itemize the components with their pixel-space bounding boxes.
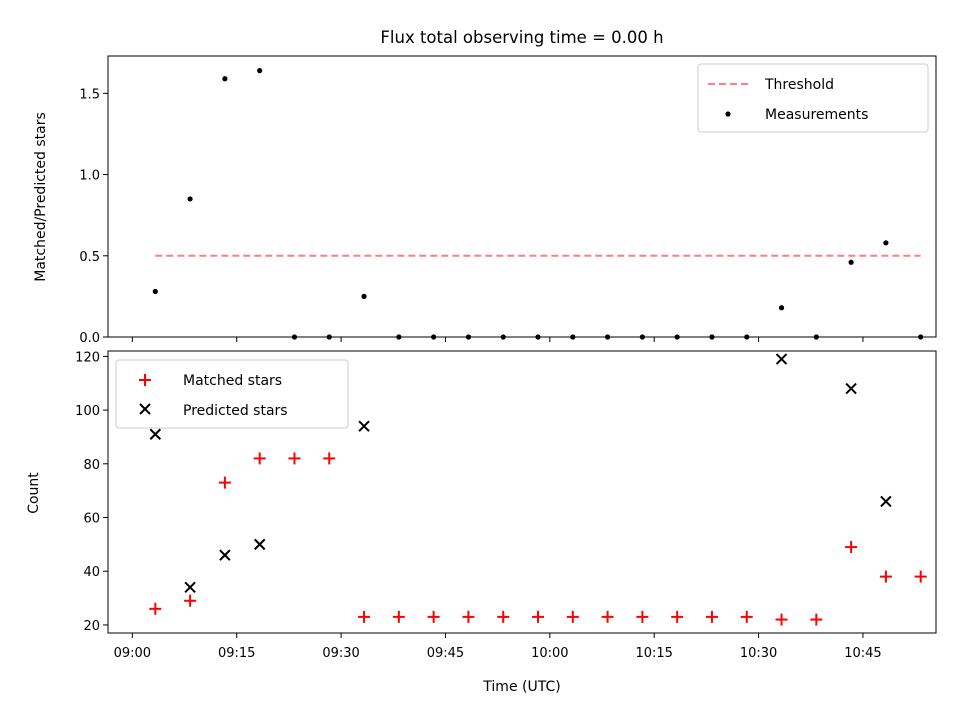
matched-stars-point	[705, 610, 718, 623]
y-tick-label: 100	[75, 404, 100, 419]
x-tick-label: 09:15	[218, 646, 255, 661]
predicted-legend-label: Predicted stars	[183, 403, 288, 419]
measurement-point	[152, 288, 158, 295]
bottom-panel-legend: Matched stars Predicted stars	[115, 359, 349, 429]
y-tick-label: 1.5	[79, 87, 100, 102]
matched-stars-point	[740, 610, 753, 623]
top-panel-x-ticks	[131, 337, 864, 342]
measurement-point	[604, 334, 611, 340]
measurement-point	[848, 259, 854, 265]
y-tick-label: 20	[83, 619, 100, 634]
y-tick-label: 1.0	[79, 169, 100, 184]
matched-stars-point	[218, 476, 231, 489]
bottom-legend-box	[115, 359, 349, 429]
matched-stars-point	[462, 610, 475, 623]
chart-title: Flux total observing time = 0.00 h	[380, 28, 663, 47]
matched-stars-point	[323, 452, 336, 465]
bottom-panel-frame	[107, 350, 937, 634]
predicted-stars-point	[253, 538, 266, 551]
matched-stars-point	[427, 610, 440, 623]
matched-stars-point	[253, 452, 266, 465]
measurement-point	[291, 334, 298, 340]
measurement-point	[326, 334, 332, 340]
y-tick-label: 0.5	[79, 250, 100, 265]
top-panel: Matched/Predicted stars 0.0 0.5 1.0 1.5 Thr…	[33, 55, 937, 346]
predicted-stars-point	[184, 581, 196, 594]
matched-stars-point	[636, 610, 649, 623]
measurement-point	[709, 334, 715, 340]
x-tick-label: 10:00	[531, 646, 568, 661]
measurement-point	[535, 334, 541, 340]
matched-stars-point	[914, 570, 927, 583]
matched-stars-point	[566, 610, 579, 623]
measurement-point	[465, 334, 472, 340]
measurement-point	[744, 334, 750, 340]
x-tick-label: 09:30	[322, 646, 359, 661]
x-tick-label: 10:30	[740, 646, 777, 661]
matched-legend-label: Matched stars	[183, 373, 282, 389]
y-tick-label: 120	[75, 350, 100, 365]
measurement-point	[187, 196, 193, 202]
bottom-panel: Count 20 40 60 80 100 120 09:00 09:15 09:30 09:4…	[26, 350, 937, 695]
matched-stars-point	[810, 613, 823, 626]
matched-stars-point	[775, 613, 788, 626]
top-panel-legend: Threshold Measurements	[697, 63, 929, 133]
measurement-point	[222, 76, 228, 82]
matched-stars-point	[532, 610, 545, 623]
top-panel-y-ticks: 0.0 0.5 1.0 1.5	[79, 87, 108, 346]
x-tick-label: 09:00	[114, 646, 151, 661]
top-panel-plot-area	[152, 68, 924, 340]
matched-legend-marker	[139, 374, 151, 386]
measurement-point	[396, 334, 402, 340]
predicted-stars-point	[880, 495, 892, 508]
bottom-panel-plot-area	[149, 353, 927, 626]
predicted-stars-point	[219, 549, 231, 561]
matched-stars-point	[358, 610, 371, 623]
matched-stars-point	[288, 452, 301, 465]
x-tick-label: 10:15	[635, 646, 672, 661]
matched-stars-point	[392, 610, 405, 623]
measurement-point	[639, 334, 645, 340]
measurement-point	[883, 240, 889, 246]
measurements-legend-marker	[725, 111, 731, 117]
matched-stars-point	[845, 541, 858, 554]
y-tick-label: 40	[83, 565, 100, 580]
predicted-stars-point	[775, 353, 788, 365]
top-legend-box	[697, 63, 929, 133]
measurement-point	[431, 334, 437, 340]
predicted-stars-point	[845, 382, 857, 395]
measurement-point	[257, 68, 263, 74]
predicted-stars-point	[358, 420, 370, 432]
y-tick-label: 60	[83, 512, 100, 527]
measurement-point	[918, 334, 924, 340]
threshold-legend-label: Threshold	[764, 77, 834, 93]
matched-stars-point	[671, 610, 684, 623]
top-panel-ylabel: Matched/Predicted stars	[33, 112, 49, 282]
measurement-point	[778, 305, 785, 311]
measurement-point	[674, 334, 680, 340]
matched-stars-point	[184, 594, 197, 607]
measurements-legend-label: Measurements	[765, 107, 868, 123]
matched-stars-point	[149, 602, 162, 615]
measurement-point	[813, 334, 819, 340]
measurement-point	[500, 334, 506, 340]
bottom-panel-ylabel: Count	[26, 472, 42, 514]
y-tick-label: 0.0	[79, 331, 100, 346]
x-axis-label: Time (UTC)	[482, 679, 560, 695]
bottom-panel-x-ticks: 09:00 09:15 09:30 09:45 10:00 10:15 10:30 10:45	[114, 633, 882, 661]
predicted-stars-point	[149, 428, 162, 440]
x-tick-label: 10:45	[844, 646, 881, 661]
top-panel-frame	[107, 55, 937, 338]
y-tick-label: 80	[83, 458, 100, 473]
x-tick-label: 09:45	[427, 646, 464, 661]
matched-stars-point	[497, 610, 510, 623]
predicted-legend-marker	[139, 403, 151, 415]
bottom-panel-y-ticks: 20 40 60 80 100 120	[75, 350, 108, 634]
matched-stars-point	[879, 570, 892, 583]
matched-stars-point	[601, 610, 614, 623]
measurement-point	[570, 334, 576, 340]
measurement-point	[361, 293, 367, 299]
